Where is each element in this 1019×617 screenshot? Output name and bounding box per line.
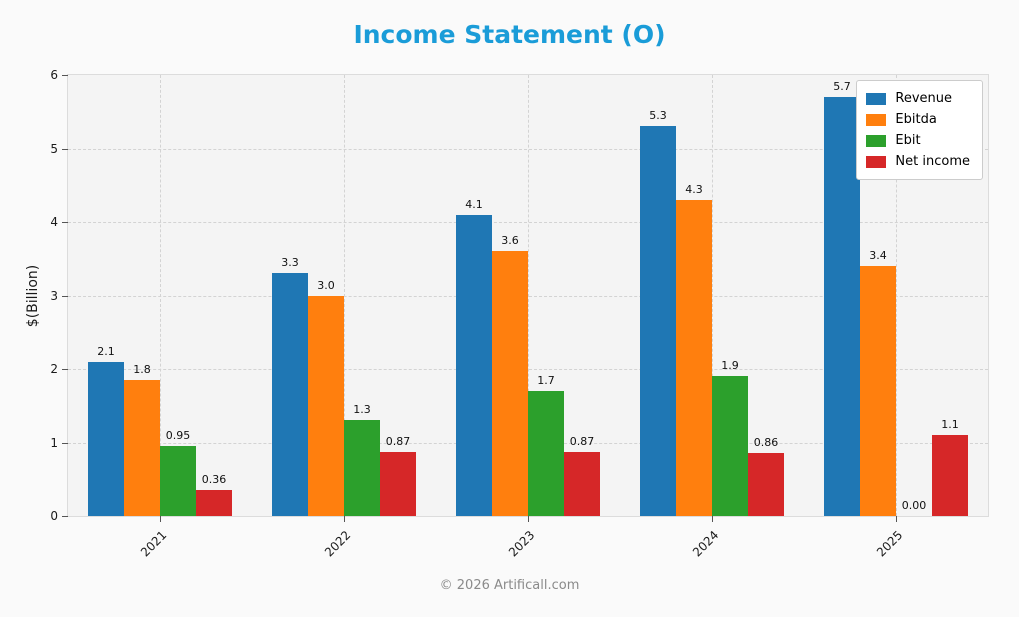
bar-value-label: 0.36 [201, 472, 227, 486]
bar-value-label: 0.95 [165, 429, 191, 443]
x-tick-label: 2024 [690, 528, 722, 560]
bar-value-label: 1.8 [133, 363, 151, 377]
bar-value-label: 4.3 [685, 182, 703, 196]
bar-group-2025: 5.7 3.4 0.00 1.1 [804, 75, 988, 516]
bar-revenue-2024: 5.3 [640, 109, 676, 516]
x-tick-label: 2022 [322, 528, 354, 560]
legend-item-revenue: Revenue [866, 88, 970, 109]
bar-net-income-2022: 0.87 [380, 435, 416, 516]
bar-group-2023: 4.1 3.6 1.7 0.87 [436, 75, 620, 516]
x-tick-mark [160, 516, 161, 522]
bar-value-label: 0.87 [569, 435, 595, 449]
bar-value-label: 3.6 [501, 234, 519, 248]
x-tick-label: 2025 [874, 528, 906, 560]
y-tick-mark [62, 516, 68, 517]
x-tick-mark [896, 516, 897, 522]
x-tick-mark [344, 516, 345, 522]
bar-value-label: 5.7 [833, 80, 851, 94]
bar-ebit-2021: 0.95 [160, 429, 196, 516]
bar-group-2024: 5.3 4.3 1.9 0.86 [620, 75, 804, 516]
y-tick-mark [62, 75, 68, 76]
legend-swatch-revenue [866, 92, 887, 105]
y-tick-label: 6 [50, 68, 58, 82]
legend-swatch-ebitda [866, 113, 887, 126]
y-tick-mark [62, 148, 68, 150]
legend-label-ebitda: Ebitda [895, 112, 937, 127]
x-tick-mark [528, 516, 529, 522]
legend-item-ebitda: Ebitda [866, 109, 970, 130]
bar-ebitda-2024: 4.3 [676, 183, 712, 516]
bar-net-income-2025: 1.1 [932, 418, 968, 516]
gridline-v [528, 75, 529, 516]
bar-value-label: 5.3 [649, 109, 667, 123]
bar-revenue-2025: 5.7 [824, 80, 860, 516]
legend-swatch-ebit [866, 134, 887, 147]
bar-ebit-2024: 1.9 [712, 359, 748, 516]
y-tick-label: 0 [50, 509, 58, 523]
bar-group-2022: 3.3 3.0 1.3 0.87 [252, 75, 436, 516]
gridline-v [160, 75, 161, 516]
bar-value-label: 0.86 [753, 435, 779, 449]
legend-swatch-net-income [866, 155, 887, 168]
bar-value-label: 4.1 [465, 197, 483, 211]
y-tick-mark [62, 369, 68, 370]
legend-item-ebit: Ebit [866, 130, 970, 151]
y-tick-mark [62, 295, 68, 297]
bar-ebitda-2022: 3.0 [308, 279, 344, 516]
y-tick-label: 2 [50, 362, 58, 376]
bar-revenue-2022: 3.3 [272, 256, 308, 516]
x-tick-mark [712, 516, 713, 522]
bar-net-income-2024: 0.86 [748, 436, 784, 516]
bar-value-label: 0.00 [901, 499, 927, 512]
footer-credit: © 2026 Artificall.com [439, 578, 580, 593]
bar-value-label: 1.1 [941, 418, 959, 432]
y-tick-mark [62, 442, 68, 444]
x-tick-label: 2021 [138, 528, 170, 560]
y-tick-mark [62, 222, 68, 223]
gridline-v [712, 75, 713, 516]
y-tick-label: 3 [50, 288, 58, 303]
y-axis-label: $(Billion) [25, 264, 41, 328]
bar-ebit-2023: 1.7 [528, 374, 564, 516]
bar-ebitda-2021: 1.8 [124, 363, 160, 516]
bar-revenue-2021: 2.1 [88, 345, 124, 516]
legend-label-net-income: Net income [895, 154, 970, 169]
x-tick-label: 2023 [506, 528, 538, 560]
bar-net-income-2023: 0.87 [564, 435, 600, 516]
bar-value-label: 1.7 [537, 374, 555, 388]
bar-ebit-2022: 1.3 [344, 403, 380, 516]
legend-item-net-income: Net income [866, 151, 970, 172]
legend: Revenue Ebitda Ebit Net income [856, 80, 983, 180]
bar-ebitda-2023: 3.6 [492, 234, 528, 516]
gridline-v [344, 75, 345, 516]
bar-value-label: 2.1 [97, 344, 115, 358]
legend-label-ebit: Ebit [895, 133, 921, 148]
bar-value-label: 1.9 [721, 359, 739, 373]
chart-title: Income Statement (O) [353, 20, 666, 49]
y-tick-label: 4 [50, 215, 58, 229]
bar-value-label: 3.0 [317, 278, 335, 292]
bar-net-income-2021: 0.36 [196, 473, 232, 516]
plot-area: Revenue Ebitda Ebit Net income 0 1 2 3 4 5 6 20… [50, 68, 989, 559]
legend-label-revenue: Revenue [895, 91, 953, 106]
y-tick-label: 1 [50, 435, 58, 450]
gridline-v [896, 75, 897, 516]
bar-value-label: 3.4 [869, 249, 887, 263]
bar-value-label: 0.87 [385, 435, 411, 449]
bar-value-label: 3.3 [281, 256, 299, 270]
bar-group-2021: 2.1 1.8 0.95 0.36 [68, 75, 252, 516]
y-tick-label: 5 [50, 141, 58, 156]
bar-ebitda-2025: 3.4 [860, 249, 896, 516]
bar-value-label: 1.3 [353, 403, 371, 417]
bar-revenue-2023: 4.1 [456, 198, 492, 516]
